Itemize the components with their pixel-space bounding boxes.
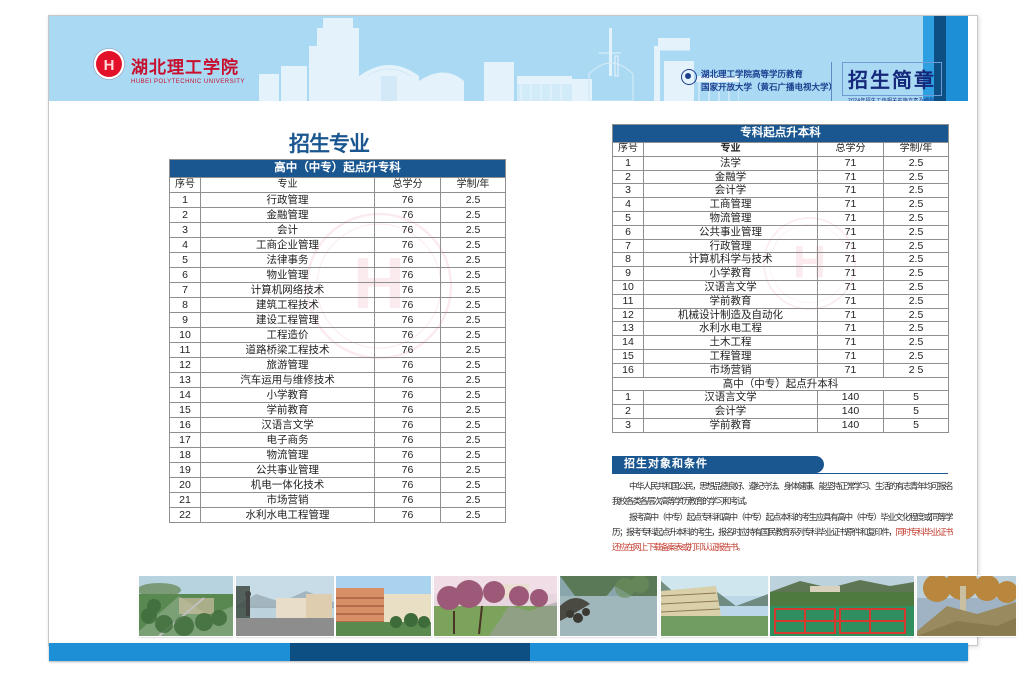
svg-text:H: H	[104, 57, 115, 74]
